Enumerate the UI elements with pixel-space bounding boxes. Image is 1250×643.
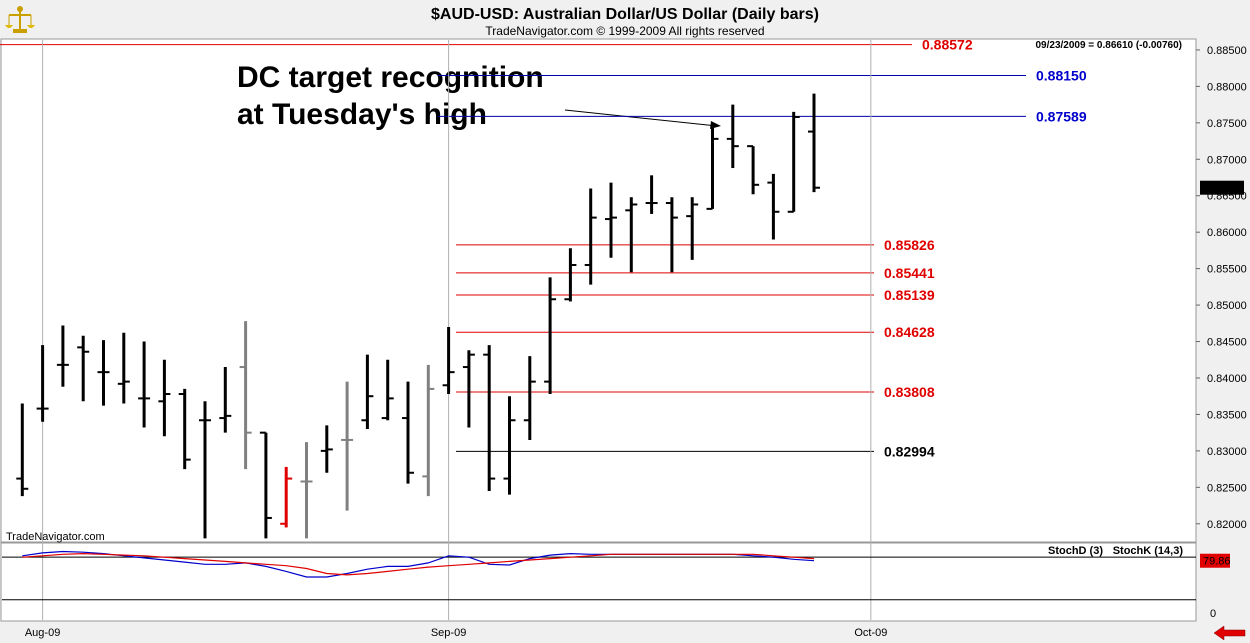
y-tick-label: 0.84000 — [1207, 373, 1247, 385]
price-panel — [0, 38, 1197, 543]
current-price-box — [1200, 180, 1244, 195]
ohlc-bar — [483, 345, 496, 491]
ohlc-bar — [767, 173, 780, 240]
x-tick-label: Oct-09 — [854, 627, 887, 639]
ohlc-bar — [259, 431, 272, 539]
y-tick-label: 0.83500 — [1207, 409, 1247, 421]
ohlc-bar — [726, 104, 739, 169]
ohlc-bar — [808, 93, 820, 193]
ohlc-bar — [219, 367, 232, 433]
indicator-panel — [0, 542, 1197, 622]
ohlc-bar — [341, 381, 354, 511]
ohlc-bar — [686, 197, 699, 260]
y-tick-label: 0.83000 — [1207, 446, 1247, 458]
ohlc-bar — [706, 124, 719, 210]
level-label: 0.85826 — [884, 237, 935, 253]
ohlc-bar — [402, 381, 414, 484]
y-tick-label: 0.88500 — [1207, 45, 1247, 57]
ohlc-bar — [320, 425, 333, 473]
indicator-value-label: 79.86 — [1203, 556, 1231, 568]
y-tick-label: 0.85500 — [1207, 264, 1247, 276]
ohlc-bar — [442, 326, 455, 395]
ohlc-bar — [462, 350, 475, 428]
ohlc-bar — [97, 340, 110, 406]
ohlc-bar — [645, 175, 658, 214]
chart-subtitle: TradeNavigator.com © 1999-2009 All right… — [485, 24, 764, 38]
chart-title: $AUD-USD: Australian Dollar/US Dollar (D… — [431, 6, 819, 23]
ohlc-bar — [523, 356, 536, 440]
ohlc-bar — [158, 359, 171, 437]
annotation-line-2: at Tuesday's high — [237, 98, 487, 131]
ohlc-bar — [665, 197, 678, 273]
ohlc-bar — [280, 466, 293, 528]
ohlc-bar — [605, 182, 617, 258]
x-tick-label: Aug-09 — [25, 627, 60, 639]
y-tick-label: 0.82500 — [1207, 482, 1247, 494]
level-label: 0.87589 — [1036, 108, 1087, 124]
y-tick-label: 0.85000 — [1207, 300, 1247, 312]
back-arrow-button[interactable] — [1213, 625, 1246, 641]
stochk-legend: StochK (14,3) — [1113, 545, 1184, 557]
current-price-label: 0.86610 — [1203, 183, 1243, 195]
x-tick-label: Sep-09 — [431, 627, 466, 639]
ohlc-bar — [36, 345, 49, 422]
level-label: 0.85139 — [884, 287, 935, 303]
level-label: 0.83808 — [884, 384, 935, 400]
ohlc-bar — [239, 321, 252, 470]
y-tick-label: 0.82000 — [1207, 519, 1247, 531]
ohlc-bar — [56, 325, 69, 387]
ohlc-bar — [117, 332, 130, 404]
level-label: 0.82994 — [884, 443, 935, 459]
ohlc-bar — [138, 341, 151, 428]
ohlc-bar — [564, 248, 577, 302]
indicator-zero-label: 0 — [1210, 608, 1216, 620]
y-tick-label: 0.87000 — [1207, 154, 1247, 166]
ohlc-bar — [503, 396, 516, 495]
stochd-line — [22, 552, 815, 576]
level-label: 0.85441 — [884, 265, 935, 281]
ohlc-bar — [178, 388, 191, 470]
ohlc-bar — [361, 354, 374, 430]
y-tick-label: 0.86000 — [1207, 227, 1247, 239]
scales-logo-icon — [5, 6, 35, 33]
indicator-value-box — [1200, 553, 1230, 568]
y-tick-label: 0.87500 — [1207, 118, 1247, 130]
stochd-legend: StochD (3) — [1048, 545, 1103, 557]
ohlc-bar — [77, 335, 90, 402]
level-label: 0.88150 — [1036, 67, 1087, 83]
watermark: TradeNavigator.com — [6, 531, 105, 543]
y-tick-label: 0.84500 — [1207, 337, 1247, 349]
left-arrow-icon — [1213, 625, 1246, 641]
ohlc-bar — [16, 403, 29, 497]
ohlc-bar — [625, 197, 638, 273]
ohlc-bar — [422, 364, 435, 497]
ohlc-bar — [747, 145, 760, 195]
annotation-line-1: DC target recognition — [237, 61, 544, 94]
level-label: 0.84628 — [884, 324, 935, 340]
ohlc-bar — [544, 277, 557, 395]
ohlc-bar — [584, 188, 597, 285]
price-readout: 09/23/2009 = 0.86610 (-0.00760) — [1035, 40, 1182, 51]
y-tick-label: 0.88000 — [1207, 81, 1247, 93]
ohlc-bar — [381, 359, 394, 421]
logo — [5, 6, 35, 33]
ohlc-bar — [199, 401, 211, 539]
level-label: 0.88572 — [922, 37, 973, 53]
ohlc-bar — [787, 111, 800, 213]
ohlc-bar — [300, 442, 313, 539]
